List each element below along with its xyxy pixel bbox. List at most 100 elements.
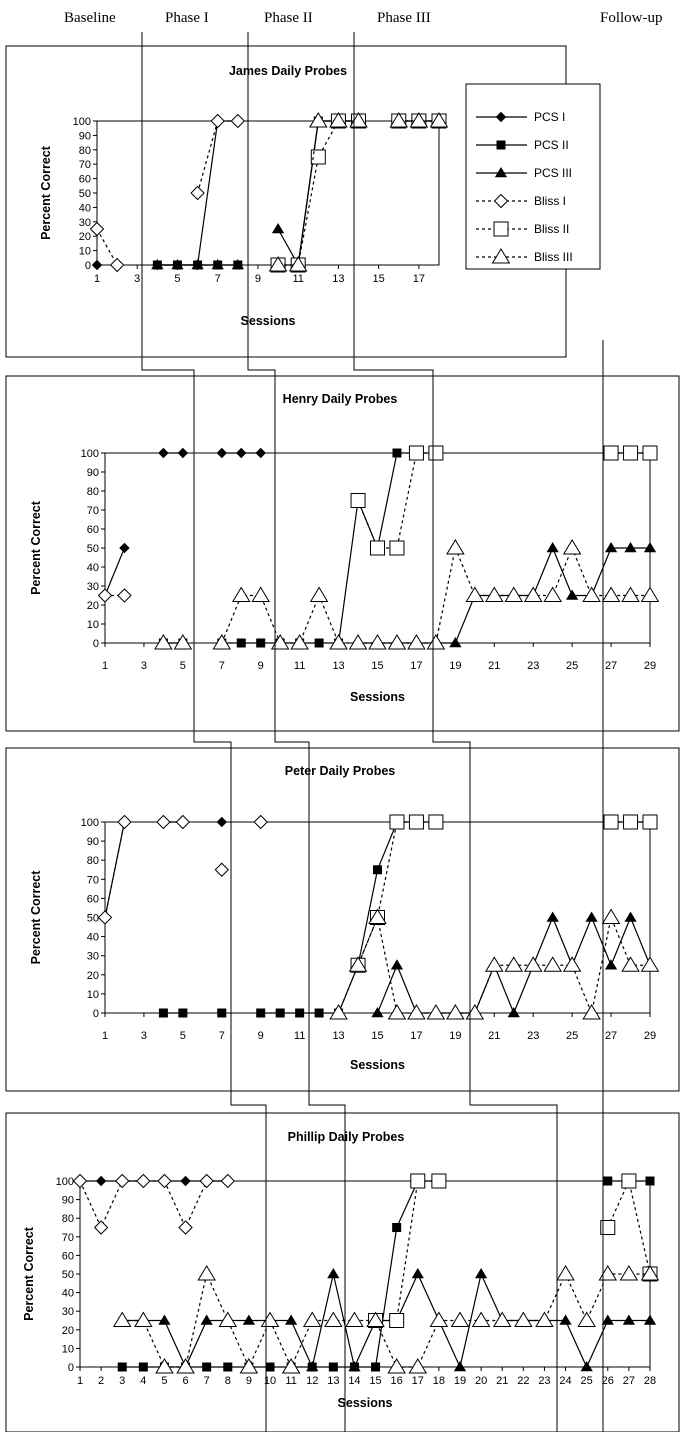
y-tick-label: 30 [79, 217, 91, 229]
data-point [642, 814, 658, 830]
data-point [255, 447, 266, 459]
data-point [492, 1311, 512, 1327]
data-point [601, 1314, 614, 1325]
legend-label: Bliss II [534, 222, 569, 236]
legend-marker [496, 140, 506, 150]
data-point [302, 1311, 322, 1327]
x-tick-label: 29 [644, 1030, 656, 1042]
data-point [371, 1362, 381, 1372]
data-point [559, 1314, 572, 1325]
data-point [535, 1311, 554, 1327]
data-point [95, 1175, 107, 1187]
data-point [429, 112, 449, 128]
legend-marker [495, 111, 507, 123]
phase-label-phase-1: Phase I [165, 10, 209, 26]
series-bliss-ii [350, 814, 658, 973]
data-point [97, 588, 113, 603]
data-point [392, 1223, 402, 1232]
data-point [117, 814, 132, 830]
x-tick-label: 26 [602, 1375, 614, 1387]
data-point [603, 1176, 613, 1186]
x-tick-label: 7 [204, 1375, 210, 1387]
x-tick-label: 23 [538, 1375, 550, 1387]
x-tick-label: 21 [488, 1030, 500, 1042]
data-point [175, 814, 191, 830]
series-pcs-i [99, 816, 266, 923]
data-point [158, 1008, 168, 1018]
data-point [309, 586, 329, 602]
x-tick-label: 15 [373, 273, 385, 285]
data-point [348, 1361, 361, 1372]
data-point [410, 1173, 426, 1189]
chart-james: James Daily Probes 0 10 20 30 40 50 60 70 80 90 100… [39, 64, 449, 328]
data-point [387, 1358, 406, 1374]
y-tick-label: 60 [87, 893, 99, 905]
legend-label: PCS I [534, 110, 565, 124]
phase-line-1 [141, 32, 267, 1432]
data-point [256, 638, 266, 648]
phase-line-3 [353, 32, 558, 1432]
data-point [295, 1008, 305, 1018]
data-point [507, 1007, 520, 1018]
y-axis-label: Percent Correct [39, 145, 53, 240]
x-tick-label: 17 [413, 273, 425, 285]
x-tick-label: 3 [141, 660, 147, 672]
y-tick-label: 30 [62, 1306, 74, 1318]
legend-marker [493, 221, 509, 237]
phase-line-2 [247, 32, 346, 1432]
data-point [408, 445, 424, 461]
y-tick-label: 0 [68, 1362, 74, 1374]
x-tick-label: 23 [527, 660, 539, 672]
data-point [115, 1173, 130, 1189]
series-line [278, 120, 359, 266]
data-point [220, 1173, 235, 1189]
y-tick-label: 70 [79, 159, 91, 171]
x-tick-label: 18 [433, 1375, 445, 1387]
series-line [277, 120, 359, 267]
data-point [151, 259, 164, 270]
x-tick-label: 20 [475, 1375, 487, 1387]
data-point [543, 956, 562, 972]
y-tick-label: 0 [93, 1008, 99, 1020]
series-bliss-iii [268, 112, 449, 272]
series-line [357, 452, 436, 549]
phase-label-baseline: Baseline [64, 10, 116, 26]
data-point [328, 1362, 338, 1372]
x-tick-label: 19 [449, 1030, 461, 1042]
data-point [621, 956, 640, 972]
data-point [253, 814, 268, 830]
x-tick-label: 15 [371, 660, 383, 672]
data-point [239, 1358, 259, 1374]
y-tick-label: 100 [81, 448, 99, 460]
data-point [514, 1311, 533, 1327]
data-point [284, 1314, 298, 1325]
data-point [157, 1173, 172, 1189]
data-point [281, 1358, 301, 1374]
data-point [348, 956, 368, 972]
y-tick-label: 10 [62, 1343, 74, 1355]
series-pcs-ii [158, 448, 655, 648]
data-point [309, 112, 328, 128]
x-tick-label: 27 [605, 660, 617, 672]
data-point [450, 1311, 470, 1327]
x-tick-label: 25 [581, 1375, 593, 1387]
phase-label-phase-2: Phase II [264, 10, 313, 26]
data-point [251, 586, 270, 602]
y-tick-label: 60 [87, 524, 99, 536]
data-point [268, 256, 288, 272]
data-point [345, 1311, 364, 1327]
x-tick-label: 13 [332, 1030, 344, 1042]
data-point [329, 1004, 348, 1020]
data-point [199, 1173, 214, 1189]
x-tick-label: 5 [174, 273, 180, 285]
data-point [202, 1362, 212, 1372]
chart-title: Henry Daily Probes [283, 392, 398, 406]
data-point [643, 1314, 657, 1325]
y-tick-label: 50 [87, 913, 99, 925]
data-point [290, 634, 309, 650]
data-point [265, 1362, 275, 1372]
data-point [580, 1361, 593, 1372]
data-point [465, 1004, 485, 1020]
x-tick-label: 7 [219, 660, 225, 672]
